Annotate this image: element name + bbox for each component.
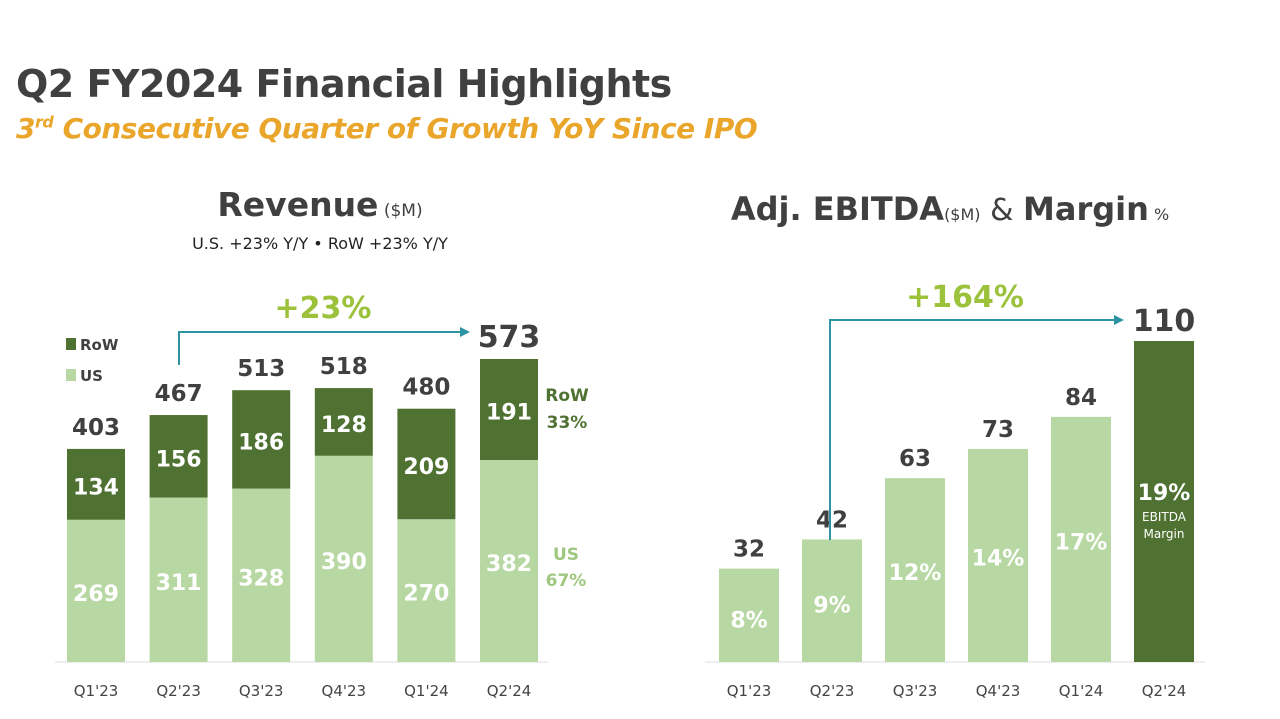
- side-row-name: RoW: [545, 386, 589, 406]
- revenue-total-label: 467: [155, 381, 203, 407]
- ebitda-title-part: &: [981, 193, 1023, 228]
- legend-row-swatch: [66, 338, 76, 350]
- revenue-us-label: 328: [238, 566, 284, 591]
- revenue-row-label: 186: [238, 430, 284, 455]
- legend-us-label: US: [80, 367, 103, 385]
- subtitle-ordinal: 3: [16, 112, 35, 145]
- ebitda-margin-label: 14%: [972, 546, 1025, 571]
- ebitda-growth-arrow: [829, 319, 1115, 540]
- side-us-name: US: [553, 545, 579, 565]
- ebitda-value-label: 84: [1065, 385, 1097, 411]
- ebitda-x-tick: Q2'24: [1142, 682, 1187, 700]
- revenue-total-label: 403: [72, 415, 120, 441]
- ebitda-title-part: Adj. EBITDA: [731, 190, 944, 228]
- ebitda-x-tick: Q4'23: [976, 682, 1021, 700]
- revenue-us-label: 382: [486, 552, 532, 577]
- revenue-us-label: 270: [403, 582, 449, 607]
- revenue-row-label: 134: [73, 475, 119, 500]
- subtitle-ordinal-suffix: rd: [34, 112, 54, 132]
- ebitda-x-tick: Q2'23: [810, 682, 855, 700]
- ebitda-value-label: 63: [899, 446, 931, 472]
- revenue-total-label: 518: [320, 354, 368, 380]
- revenue-arrow-head: [460, 327, 470, 337]
- ebitda-bar: [968, 448, 1028, 662]
- revenue-title: Revenue ($M): [217, 185, 422, 224]
- page-subtitle: 3rd Consecutive Quarter of Growth YoY Si…: [16, 112, 758, 145]
- revenue-title-part: Revenue: [217, 185, 378, 224]
- revenue-bar-row: [397, 408, 456, 520]
- ebitda-margin-label: 19%: [1138, 481, 1191, 506]
- ebitda-value-label: 73: [982, 417, 1014, 443]
- revenue-row-label: 128: [321, 413, 367, 438]
- revenue-us-label: 390: [321, 550, 367, 575]
- revenue-bar-row: [149, 415, 208, 498]
- revenue-bar-row: [67, 448, 125, 520]
- ebitda-title-part: ($M): [944, 205, 980, 224]
- ebitda-margin-caption: Margin: [1144, 527, 1185, 541]
- ebitda-growth-label: +164%: [906, 280, 1024, 315]
- revenue-total-label: 573: [478, 320, 541, 355]
- revenue-bar-row: [480, 359, 538, 460]
- revenue-growth-label: +23%: [275, 291, 372, 326]
- legend-row-label: RoW: [80, 336, 119, 354]
- revenue-bar-us: [67, 519, 125, 662]
- ebitda-x-tick: Q1'23: [727, 682, 772, 700]
- revenue-x-tick: Q1'24: [404, 682, 449, 700]
- revenue-us-label: 269: [73, 582, 119, 607]
- ebitda-title-part: %: [1149, 205, 1169, 224]
- revenue-row-label: 156: [156, 447, 202, 472]
- ebitda-margin-caption: EBITDA: [1142, 510, 1187, 524]
- revenue-note: U.S. +23% Y/Y • RoW +23% Y/Y: [192, 234, 448, 253]
- ebitda-x-tick: Q1'24: [1059, 682, 1104, 700]
- ebitda-x-tick: Q3'23: [893, 682, 938, 700]
- ebitda-value-label: 42: [816, 507, 848, 533]
- page-title: Q2 FY2024 Financial Highlights: [16, 62, 672, 106]
- revenue-bar-us: [232, 488, 291, 662]
- ebitda-bar: [719, 568, 779, 662]
- ebitda-margin-label: 12%: [889, 561, 942, 586]
- ebitda-margin-label: 9%: [813, 594, 850, 619]
- ebitda-margin-label: 8%: [730, 608, 767, 633]
- ebitda-arrow-head: [1114, 315, 1124, 325]
- ebitda-bar: [885, 478, 945, 662]
- revenue-total-label: 480: [402, 375, 450, 401]
- legend-us-swatch: [66, 369, 76, 381]
- side-us-pct: 67%: [546, 571, 587, 591]
- side-row-pct: 33%: [547, 413, 588, 433]
- revenue-growth-arrow: [178, 331, 462, 365]
- ebitda-bar: [1134, 341, 1194, 662]
- ebitda-title-part: Margin: [1023, 190, 1149, 228]
- revenue-row-label: 209: [403, 455, 449, 480]
- revenue-total-label: 513: [237, 356, 285, 382]
- revenue-x-tick: Q2'24: [487, 682, 532, 700]
- ebitda-bar: [1051, 416, 1111, 662]
- revenue-title-part: ($M): [378, 201, 422, 221]
- ebitda-title: Adj. EBITDA($M) & Margin %: [731, 190, 1169, 228]
- revenue-us-label: 311: [156, 571, 202, 596]
- ebitda-value-label: 32: [733, 537, 765, 563]
- revenue-x-tick: Q1'23: [74, 682, 119, 700]
- revenue-row-label: 191: [486, 401, 532, 426]
- revenue-bar-row: [232, 390, 291, 489]
- ebitda-value-label: 110: [1133, 304, 1196, 339]
- revenue-x-tick: Q3'23: [239, 682, 284, 700]
- revenue-bar-us: [397, 519, 456, 662]
- revenue-x-tick: Q4'23: [322, 682, 367, 700]
- ebitda-margin-label: 17%: [1055, 530, 1108, 555]
- revenue-x-tick: Q2'23: [156, 682, 201, 700]
- revenue-bar-us: [480, 460, 538, 662]
- subtitle-text: Consecutive Quarter of Growth YoY Since …: [53, 112, 758, 145]
- revenue-bar-row: [314, 388, 373, 456]
- revenue-bar-us: [314, 455, 373, 662]
- ebitda-bar: [802, 539, 862, 662]
- revenue-bar-us: [149, 497, 208, 662]
